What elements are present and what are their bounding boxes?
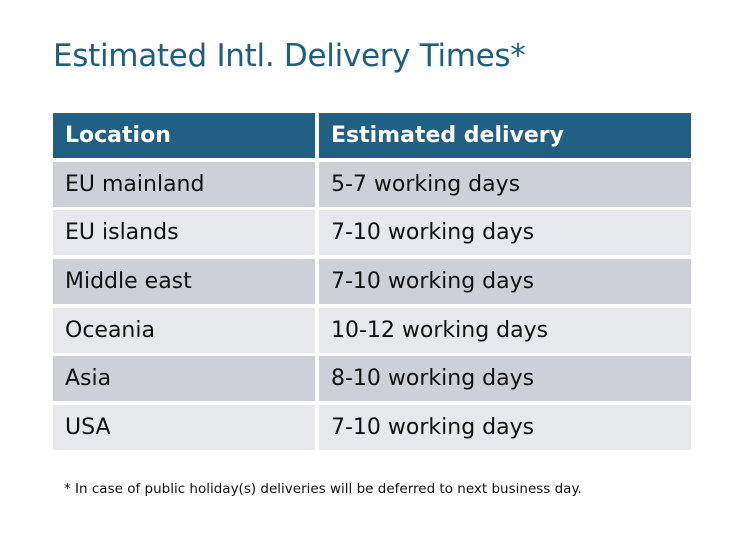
- footnote: * In case of public holiday(s) deliverie…: [64, 481, 582, 497]
- delivery-cell: 7-10 working days: [319, 210, 691, 256]
- header-estimated-delivery: Estimated delivery: [319, 113, 691, 158]
- table-row: Middle east 7-10 working days: [53, 259, 691, 305]
- location-cell: Asia: [53, 356, 315, 402]
- table-row: Asia 8-10 working days: [53, 356, 691, 402]
- location-cell: EU mainland: [53, 161, 315, 207]
- delivery-cell: 7-10 working days: [319, 405, 691, 451]
- table-row: Oceania 10-12 working days: [53, 307, 691, 353]
- location-cell: EU islands: [53, 210, 315, 256]
- location-cell: Middle east: [53, 259, 315, 305]
- table-row: EU mainland 5-7 working days: [53, 161, 691, 207]
- delivery-cell: 7-10 working days: [319, 259, 691, 305]
- delivery-cell: 8-10 working days: [319, 356, 691, 402]
- delivery-cell: 10-12 working days: [319, 307, 691, 353]
- table-row: USA 7-10 working days: [53, 405, 691, 451]
- table-header-row: Location Estimated delivery: [53, 113, 691, 158]
- location-cell: Oceania: [53, 307, 315, 353]
- delivery-cell: 5-7 working days: [319, 161, 691, 207]
- table-row: EU islands 7-10 working days: [53, 210, 691, 256]
- header-location: Location: [53, 113, 315, 158]
- page-title: Estimated Intl. Delivery Times*: [53, 38, 526, 74]
- delivery-table: Location Estimated delivery EU mainland …: [53, 113, 691, 454]
- location-cell: USA: [53, 405, 315, 451]
